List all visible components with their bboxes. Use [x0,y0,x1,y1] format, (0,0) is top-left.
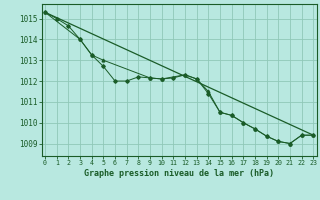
X-axis label: Graphe pression niveau de la mer (hPa): Graphe pression niveau de la mer (hPa) [84,169,274,178]
